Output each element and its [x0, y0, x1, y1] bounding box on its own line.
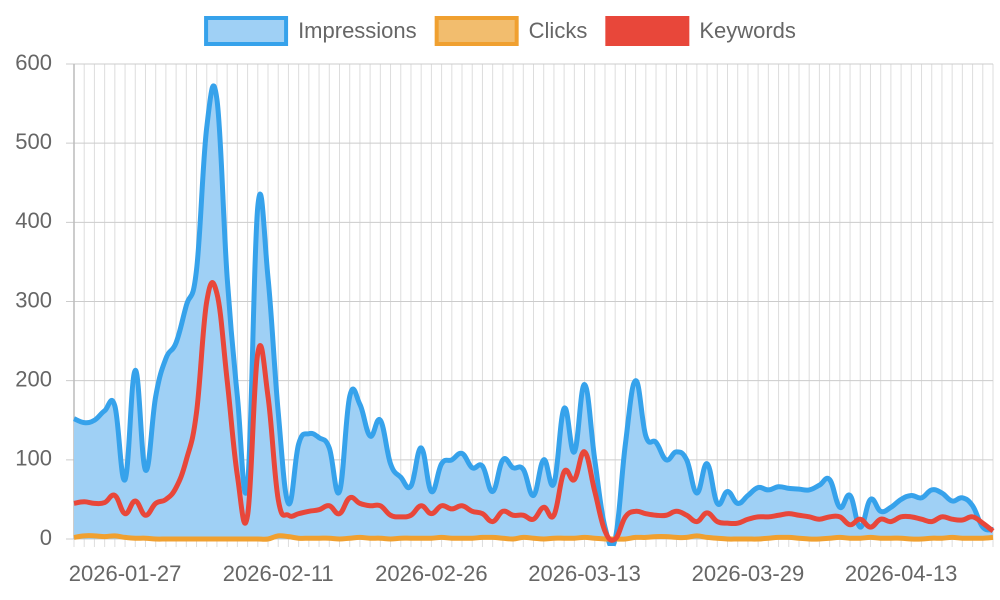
- x-tick-label: 2026-04-13: [845, 561, 958, 586]
- series-line: [72, 83, 994, 546]
- y-tick-label: 200: [15, 366, 52, 391]
- y-tick-label: 600: [15, 50, 52, 75]
- series-line: [73, 280, 995, 543]
- legend-swatch: [605, 16, 690, 46]
- legend-label: Impressions: [298, 18, 417, 43]
- legend-swatch: [434, 16, 519, 46]
- x-tick-label: 2026-02-11: [223, 561, 334, 586]
- series-group: [73, 533, 994, 542]
- legend-label: Keywords: [699, 18, 796, 43]
- y-tick-label: 100: [15, 446, 52, 471]
- series-group: [73, 280, 995, 543]
- legend-label: Clicks: [529, 18, 588, 43]
- legend-swatch: [204, 16, 289, 46]
- x-tick-label: 2026-01-27: [69, 561, 182, 586]
- y-tick-label: 300: [15, 287, 52, 312]
- y-tick-label: 500: [15, 129, 52, 154]
- y-tick-label: 0: [40, 525, 52, 550]
- x-tick-label: 2026-03-29: [692, 561, 805, 586]
- series-line: [73, 533, 994, 542]
- x-tick-label: 2026-02-26: [375, 561, 488, 586]
- x-tick-label: 2026-03-13: [528, 561, 641, 586]
- y-tick-label: 400: [15, 208, 52, 233]
